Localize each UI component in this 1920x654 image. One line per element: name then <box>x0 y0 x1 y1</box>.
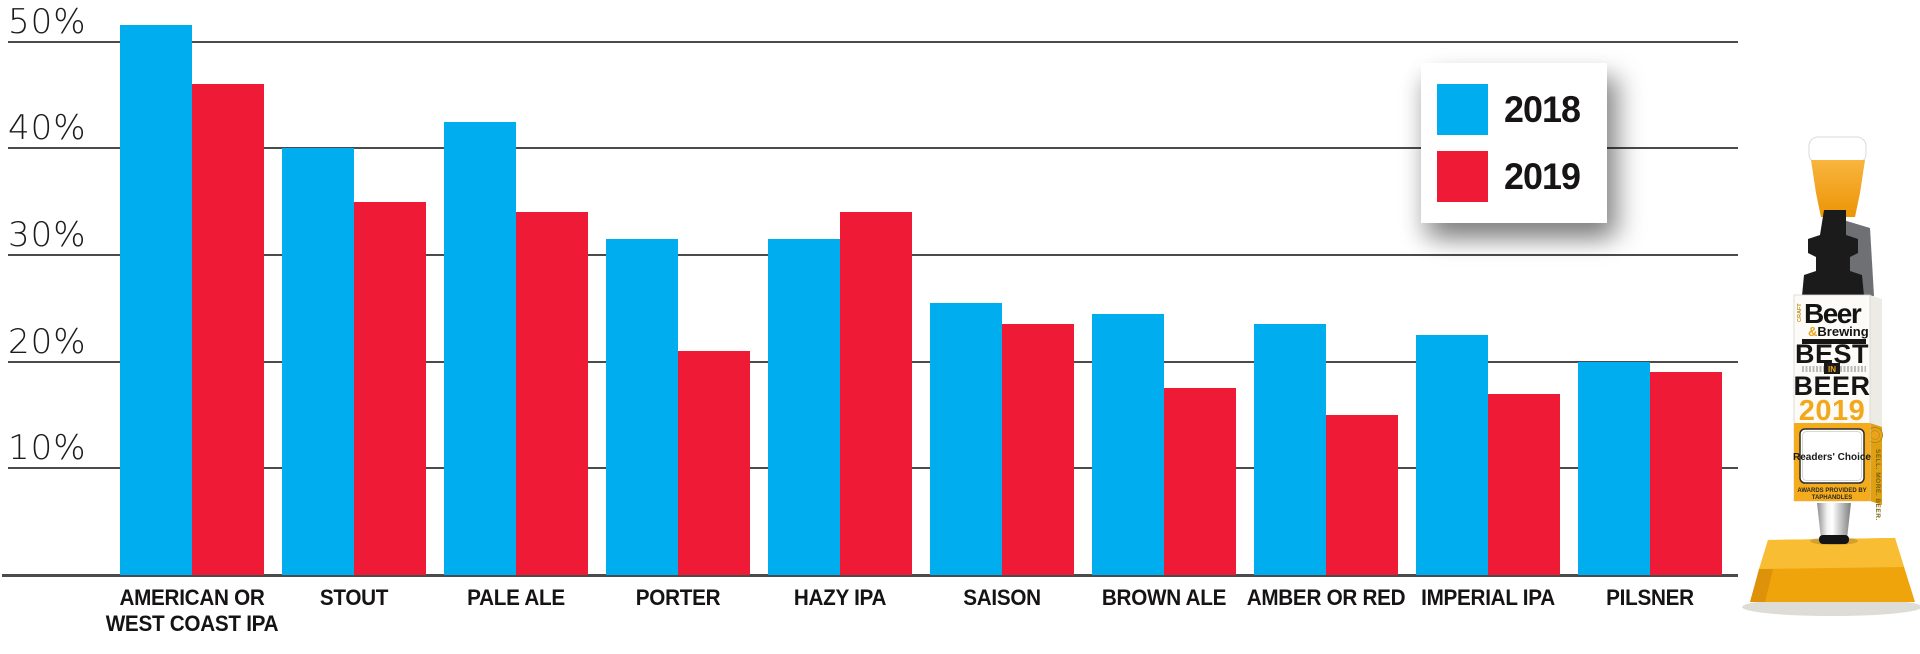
trophy-image: SELL. MORE. BEER. CRAFT Beer &Brewing BE… <box>1742 136 1920 616</box>
legend: 2018 2019 <box>1421 63 1607 223</box>
bar-2019-pilsner <box>1650 372 1722 575</box>
gridline-40 <box>8 147 1738 150</box>
legend-label-2018: 2018 <box>1504 88 1581 130</box>
bar-2018-saison <box>930 303 1002 575</box>
x-axis-label-imperial-ipa: IMPERIAL IPA <box>1421 585 1555 610</box>
legend-swatch-2018 <box>1437 84 1488 135</box>
trophy-label-side-gold <box>1870 423 1882 505</box>
trophy-base-shadow <box>1742 598 1920 616</box>
y-axis-tick-label-10: 10% <box>8 428 87 469</box>
bar-2018-american-or <box>120 25 192 575</box>
bar-2019-pale-ale <box>516 212 588 575</box>
bar-2019-porter <box>678 351 750 575</box>
x-axis-line <box>2 574 1738 577</box>
trophy-ring <box>1819 535 1849 544</box>
bar-2018-brown-ale <box>1092 314 1164 575</box>
bar-2019-amber-or-red <box>1326 415 1398 575</box>
x-axis-label-saison: SAISON <box>963 585 1041 610</box>
trophy-panel-text: Readers' Choice <box>1793 452 1871 463</box>
y-axis-tick-label-20: 20% <box>8 321 87 362</box>
legend-item-2018: 2018 <box>1437 84 1607 135</box>
trophy-panel <box>1799 428 1865 484</box>
x-axis-label-brown-ale: BROWN ALE <box>1101 585 1227 610</box>
trophy-base-left-face <box>1750 569 1773 602</box>
x-axis-label-stout: STOUT <box>319 585 389 610</box>
trophy-handle <box>1802 210 1864 296</box>
trophy-year-text: 2019 <box>1799 395 1866 427</box>
bar-2018-amber-or-red <box>1254 324 1326 575</box>
legend-label-2019: 2019 <box>1504 155 1581 197</box>
legend-item-2019: 2019 <box>1437 151 1607 202</box>
bar-2018-pilsner <box>1578 362 1650 575</box>
bar-2019-hazy-ipa <box>840 212 912 575</box>
bar-2018-imperial-ipa <box>1416 335 1488 575</box>
trophy-provider-line2: TAPHANDLES <box>1812 495 1853 501</box>
trophy-beer-text: BEER <box>1793 371 1870 401</box>
trophy-glass <box>1811 160 1865 217</box>
y-axis-tick-label-30: 30% <box>8 214 87 255</box>
trophy-brand-brewing: &Brewing <box>1808 324 1869 339</box>
x-axis-label-porter: PORTER <box>635 585 721 610</box>
x-axis-label-pale-ale: PALE ALE <box>467 585 565 610</box>
y-axis-tick-label-40: 40% <box>8 108 87 149</box>
trophy-craft-text: CRAFT <box>1797 303 1803 322</box>
x-axis-label-amber-or-red: AMBER OR RED <box>1246 585 1406 610</box>
gridline-50 <box>8 40 1738 43</box>
trophy-side-text: SELL. MORE. BEER. <box>1874 449 1881 521</box>
x-axis-label-hazy-ipa: HAZY IPA <box>793 585 887 610</box>
trophy-in-text: IN <box>1828 365 1836 374</box>
bar-2018-hazy-ipa <box>768 239 840 575</box>
trophy-brand-beer: Beer <box>1804 298 1862 329</box>
x-axis-label-pilsner: PILSNER <box>1606 585 1694 610</box>
legend-swatch-2019 <box>1437 151 1488 202</box>
trophy-seal-inner <box>1870 430 1880 440</box>
bar-2019-american-or <box>192 84 264 575</box>
bar-2018-pale-ale <box>444 122 516 575</box>
bar-2018-porter <box>606 239 678 575</box>
trophy-panel-inner <box>1802 431 1862 481</box>
bar-2019-imperial-ipa <box>1488 394 1560 575</box>
trophy-base-top-face <box>1759 538 1904 569</box>
trophy-divider <box>1802 339 1866 344</box>
y-axis-tick-label-50: 50% <box>8 1 87 42</box>
bar-2019-brown-ale <box>1164 388 1236 575</box>
trophy-provider-line1: AWARDS PROVIDED BY <box>1797 488 1866 494</box>
trophy-ferrule <box>1817 503 1851 539</box>
trophy-foam <box>1808 136 1867 164</box>
bar-2019-saison <box>1002 324 1074 575</box>
bar-2019-stout <box>354 202 426 575</box>
bar-2018-stout <box>282 148 354 575</box>
x-axis-label-american-or: AMERICAN OR WEST COAST IPA <box>105 585 279 636</box>
trophy-in-box <box>1824 363 1840 374</box>
